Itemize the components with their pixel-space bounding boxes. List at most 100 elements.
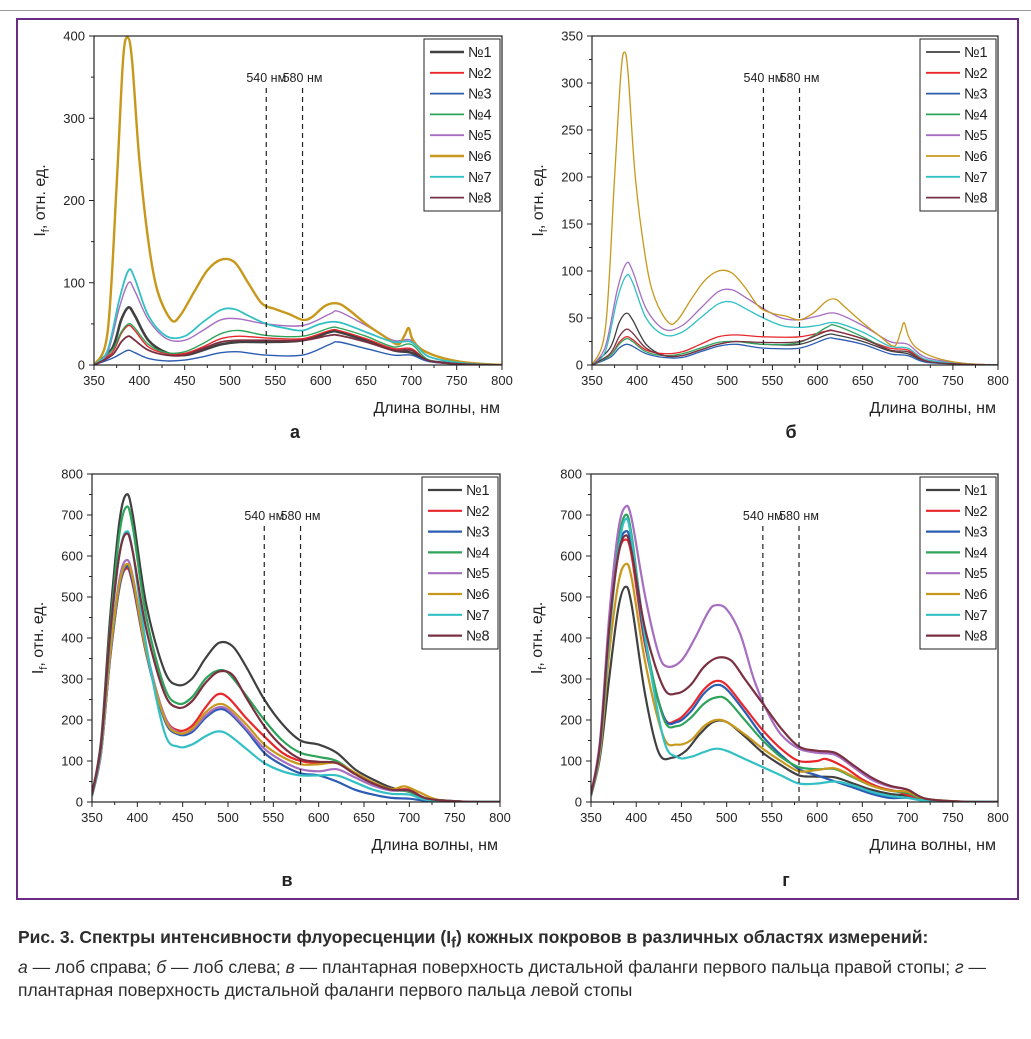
legend-label-6: №6 — [466, 587, 490, 603]
x-tick-label: 700 — [897, 373, 919, 388]
y-axis-label-sub: f — [40, 228, 52, 232]
legend-label-7: №7 — [964, 608, 988, 624]
x-tick-label: 800 — [987, 810, 1009, 825]
x-tick-label: 750 — [942, 810, 964, 825]
legend-label-1: №1 — [466, 483, 490, 499]
x-tick-label: 800 — [491, 373, 513, 388]
x-tick-label: 650 — [852, 373, 874, 388]
legend-label-8: №8 — [964, 629, 988, 645]
legend-box — [919, 476, 997, 650]
series-line-5 — [592, 261, 998, 365]
legend-label-8: №8 — [466, 629, 490, 645]
series-line-6 — [92, 562, 500, 802]
x-tick-label: 550 — [762, 373, 784, 388]
y-axis-label-sub: f — [538, 228, 550, 232]
caption-letter-g: г — [954, 956, 964, 977]
y-axis-label: If, отн. ед. — [30, 602, 50, 674]
y-tick-label: 100 — [560, 754, 582, 769]
series-group — [92, 493, 500, 802]
panel-letter: а — [290, 422, 301, 442]
marker-label-580: 580 нм — [283, 71, 323, 85]
caption-text-v: — плантарная поверхность дистальной фала… — [294, 956, 955, 977]
caption-title: Рис. 3. Спектры интенсивности флуоресцен… — [18, 927, 928, 952]
legend-label-6: №6 — [964, 587, 988, 603]
legend-label-4: №4 — [468, 107, 492, 123]
y-tick-label: 700 — [560, 508, 582, 523]
x-tick-label: 500 — [716, 810, 738, 825]
x-tick-label: 350 — [580, 810, 602, 825]
series-line-7 — [591, 517, 998, 802]
x-tick-label: 550 — [262, 810, 284, 825]
marker-label-580: 580 нм — [780, 71, 820, 85]
caption-text-g: — плантарная поверхность дистальной фала… — [18, 956, 986, 1000]
y-axis-label-tail: , отн. ед. — [530, 164, 547, 229]
figure-caption: Рис. 3. Спектры интенсивности флуоресцен… — [18, 926, 1018, 1002]
series-line-3 — [591, 529, 998, 802]
series-line-6 — [591, 562, 998, 802]
series-line-7 — [94, 268, 502, 365]
y-tick-label: 150 — [561, 217, 583, 232]
x-axis-label: Длина волны, нм — [373, 400, 500, 417]
x-tick-label: 500 — [716, 373, 738, 388]
x-tick-label: 600 — [310, 373, 332, 388]
marker-label-580: 580 нм — [779, 509, 819, 523]
y-tick-label: 300 — [560, 672, 582, 687]
legend-label-3: №3 — [468, 87, 492, 103]
panel-letter: б — [785, 422, 796, 442]
y-tick-label: 0 — [576, 358, 583, 373]
marker-label-540: 540 нм — [246, 71, 286, 85]
caption-body: а — лоб справа; б — лоб слева; в — плант… — [18, 956, 1018, 1002]
x-axis-label: Длина волны, нм — [371, 837, 498, 854]
y-tick-label: 300 — [61, 672, 83, 687]
y-axis-label-tail: , отн. ед. — [30, 602, 47, 667]
series-line-7 — [92, 530, 500, 802]
y-tick-label: 0 — [76, 795, 83, 810]
y-axis-label: If, отн. ед. — [530, 164, 550, 236]
series-group — [591, 504, 998, 802]
x-tick-label: 350 — [83, 373, 105, 388]
y-tick-label: 400 — [560, 631, 582, 646]
legend-label-4: №4 — [466, 545, 490, 561]
y-tick-label: 350 — [561, 29, 583, 44]
y-axis-label-tail: , отн. ед. — [529, 602, 546, 667]
figure-frame — [16, 18, 1019, 900]
y-tick-label: 100 — [61, 754, 83, 769]
x-tick-label: 500 — [219, 373, 241, 388]
legend-label-2: №2 — [964, 66, 988, 82]
x-tick-label: 600 — [308, 810, 330, 825]
y-tick-label: 100 — [63, 275, 85, 290]
x-tick-label: 400 — [126, 810, 148, 825]
x-tick-label: 400 — [626, 373, 648, 388]
x-tick-label: 700 — [400, 373, 422, 388]
series-line-4 — [94, 323, 502, 365]
x-tick-label: 450 — [671, 373, 693, 388]
x-tick-label: 600 — [807, 373, 829, 388]
y-tick-label: 200 — [61, 713, 83, 728]
legend-label-7: №7 — [964, 170, 988, 186]
x-tick-label: 750 — [446, 373, 468, 388]
series-line-1 — [592, 312, 998, 365]
legend-label-6: №6 — [964, 149, 988, 165]
legend-label-2: №2 — [964, 504, 988, 520]
x-tick-label: 400 — [128, 373, 150, 388]
y-axis-label-main: I — [529, 670, 546, 674]
y-tick-label: 0 — [575, 795, 582, 810]
legend-label-1: №1 — [964, 483, 988, 499]
y-tick-label: 500 — [560, 590, 582, 605]
x-tick-label: 650 — [355, 373, 377, 388]
series-line-6 — [592, 51, 998, 365]
y-tick-label: 200 — [63, 193, 85, 208]
y-tick-label: 0 — [78, 358, 85, 373]
marker-label-580: 580 нм — [281, 509, 321, 523]
legend-label-4: №4 — [964, 545, 988, 561]
y-axis-label-sub: f — [537, 666, 549, 670]
x-tick-label: 650 — [851, 810, 873, 825]
y-tick-label: 300 — [63, 111, 85, 126]
legend-label-3: №3 — [964, 525, 988, 541]
x-tick-label: 550 — [761, 810, 783, 825]
y-tick-label: 800 — [61, 467, 83, 482]
y-tick-label: 250 — [561, 123, 583, 138]
